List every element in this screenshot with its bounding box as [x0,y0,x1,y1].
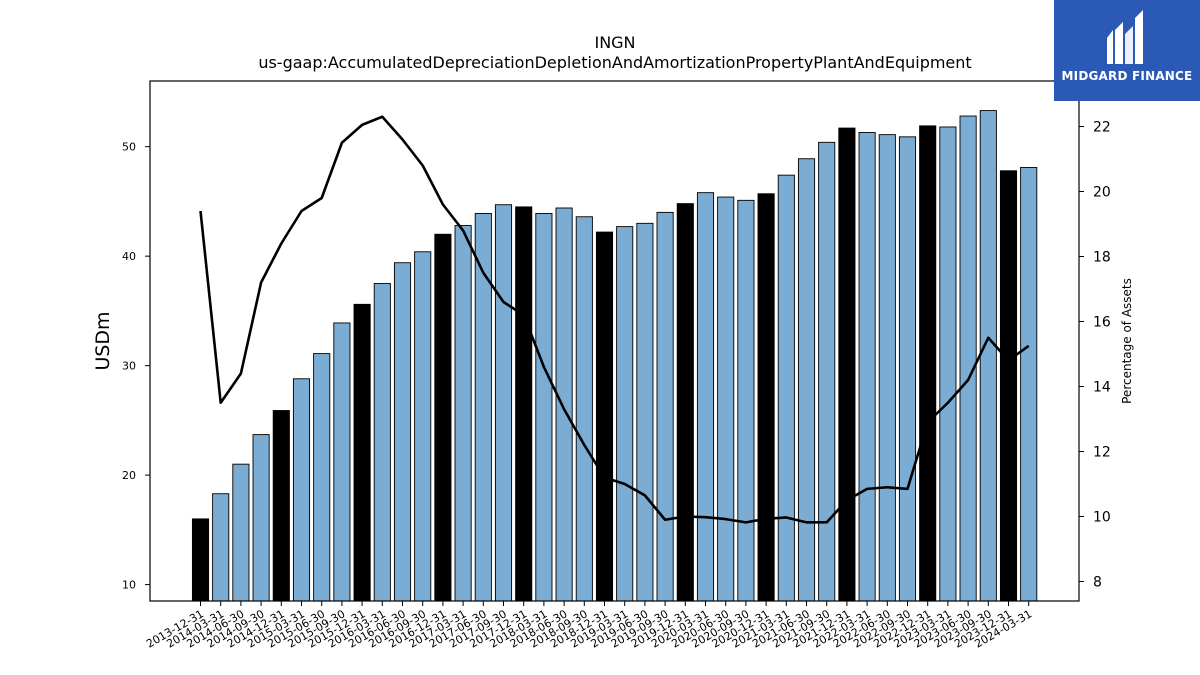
bar-2016-06-30 [393,262,412,602]
bar-2021-06-30 [797,158,816,602]
y2-tick-label: 16 [1093,315,1111,331]
y2-tick-label: 12 [1093,445,1111,461]
y2-tick-label: 10 [1093,510,1111,526]
bar-2015-09-30 [333,322,351,602]
y2-tick-label: 22 [1093,120,1111,136]
y2-axis-label: Percentage of Assets [1120,278,1134,404]
bar-2018-12-31 [595,231,614,602]
bar-2020-06-30 [717,196,735,602]
bar-2019-03-31 [616,226,634,602]
bar-2022-09-30 [898,136,917,602]
bar-2023-03-31 [939,126,957,602]
y2-tick-label: 20 [1093,185,1111,201]
midgard-logo-icon [1107,10,1143,64]
line-layer [199,115,1030,524]
right-axis: 8 10 12 14 16 18 20 22 [1079,120,1111,591]
y-tick-label: 30 [122,360,136,373]
bar-2017-03-31 [454,225,472,602]
y-tick-label: 40 [122,250,136,263]
brand-logo: MIDGARD FINANCE [1054,0,1200,101]
bar-2023-12-31 [999,170,1018,602]
bar-2020-03-31 [696,192,715,602]
bar-2019-06-30 [636,222,654,602]
bar-2024-03-31 [1020,167,1038,602]
bar-2017-12-31 [515,206,533,602]
bar-2013-12-31 [191,518,210,602]
x-axis: 2013-12-312014-03-312014-06-302014-09-30… [144,601,1034,651]
y-tick-label: 50 [122,141,136,154]
bar-2023-09-30 [979,110,997,602]
left-axis: 10 20 30 40 50 [122,141,150,592]
bar-2015-12-31 [353,303,371,602]
y-tick-label: 20 [122,469,136,482]
bar-2020-09-30 [737,199,755,602]
plot-frame [149,80,1080,602]
bar-2018-06-30 [555,207,573,602]
bar-2018-03-31 [535,213,553,602]
bar-2017-09-30 [494,204,513,602]
bar-2014-03-31 [212,493,230,602]
bar-2022-06-30 [878,134,896,602]
bar-2021-12-31 [838,127,856,602]
y2-tick-label: 18 [1093,250,1111,266]
chart-title: INGN [594,33,635,52]
bar-2015-06-30 [313,353,331,602]
brand-name: MIDGARD FINANCE [1061,69,1193,83]
chart-subtitle: us-gaap:AccumulatedDepreciationDepletion… [258,53,971,72]
bar-2014-06-30 [232,463,250,602]
y2-tick-label: 8 [1093,575,1102,591]
bar-2021-09-30 [818,141,836,602]
bar-2020-12-31 [757,193,775,602]
bar-2016-09-30 [414,251,432,602]
bar-2014-12-31 [272,410,290,602]
pct-assets-line [199,115,1030,524]
bar-2022-12-31 [919,125,937,602]
bar-2015-03-31 [292,378,311,602]
bar-2016-03-31 [373,283,391,602]
bar-2019-12-31 [676,203,694,602]
bar-2018-09-30 [575,216,593,602]
bar-2021-03-31 [777,174,795,602]
bar-2022-03-31 [858,131,876,602]
bar-2023-06-30 [959,115,977,602]
y-tick-label: 10 [122,579,136,592]
y-axis-label: USDm [92,311,114,370]
bars-layer [191,110,1038,602]
bar-2019-09-30 [656,211,674,602]
bar-2016-12-31 [434,233,452,602]
y2-tick-label: 14 [1093,380,1111,396]
bar-2014-09-30 [252,434,270,602]
